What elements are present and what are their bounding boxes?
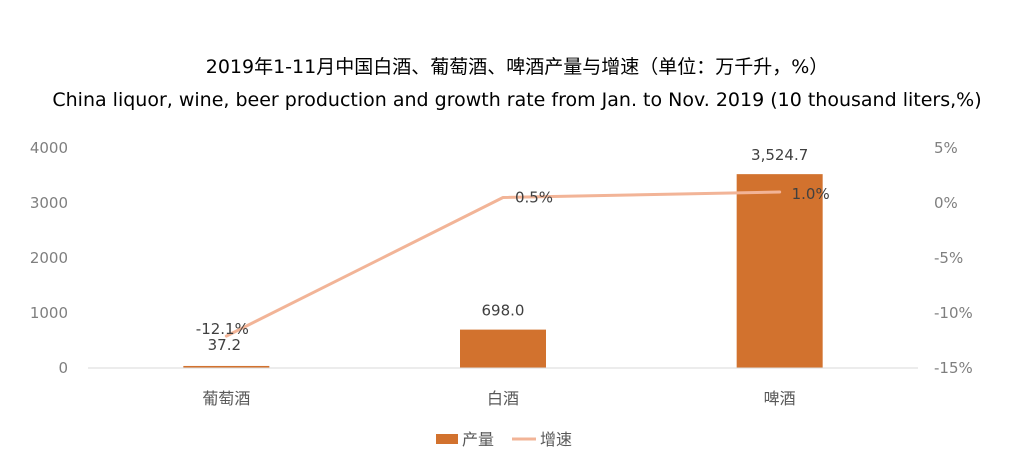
line-data-label: 0.5% bbox=[515, 189, 553, 207]
x-axis-category-label: 白酒 bbox=[487, 389, 519, 408]
chart-title: 2019年1-11月中国白酒、葡萄酒、啤酒产量与增速（单位：万千升，%） bbox=[205, 56, 829, 78]
y-axis-tick-label: 3000 bbox=[30, 194, 68, 212]
y2-axis-tick-label: -10% bbox=[934, 304, 973, 322]
y2-axis-tick-label: 0% bbox=[934, 194, 958, 212]
y2-axis-tick-label: -15% bbox=[934, 359, 973, 377]
legend-bar-label: 产量 bbox=[462, 430, 494, 449]
growth-line bbox=[224, 190, 782, 338]
legend-bar-swatch bbox=[436, 434, 458, 444]
line-data-label: -12.1% bbox=[196, 320, 249, 338]
legend-line-label: 增速 bbox=[540, 430, 572, 449]
bar bbox=[736, 174, 823, 368]
bar-data-label: 698.0 bbox=[482, 302, 525, 320]
y-axis-tick-label: 4000 bbox=[30, 139, 68, 157]
y2-axis-tick-label: -5% bbox=[934, 249, 963, 267]
y-axis-tick-label: 0 bbox=[58, 359, 68, 377]
chart-subtitle: China liquor, wine, beer production and … bbox=[52, 89, 982, 111]
y2-axis-tick-label: 5% bbox=[934, 139, 958, 157]
bar-data-label: 37.2 bbox=[208, 336, 241, 354]
y-axis-tick-label: 2000 bbox=[30, 249, 68, 267]
line-data-label: 1.0% bbox=[792, 185, 830, 203]
bar bbox=[460, 329, 546, 368]
x-axis-category-label: 葡萄酒 bbox=[202, 389, 250, 408]
bar-data-label: 3,524.7 bbox=[751, 146, 808, 164]
x-axis-category-label: 啤酒 bbox=[764, 389, 796, 408]
bar bbox=[183, 365, 270, 368]
y-axis-tick-label: 1000 bbox=[30, 304, 68, 322]
